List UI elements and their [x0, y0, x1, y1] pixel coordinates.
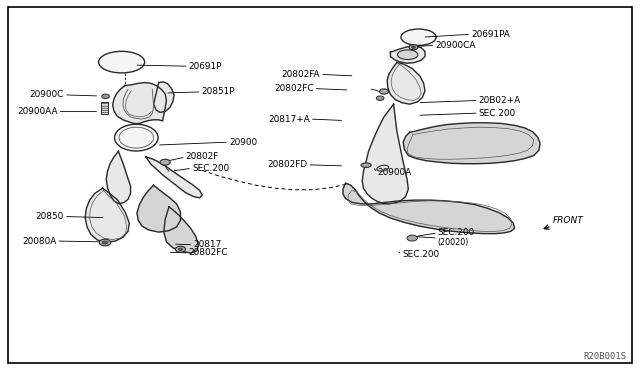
Ellipse shape	[401, 29, 436, 45]
Text: 20691P: 20691P	[189, 62, 222, 71]
Polygon shape	[154, 82, 174, 112]
Polygon shape	[113, 83, 166, 124]
Circle shape	[407, 235, 417, 241]
Ellipse shape	[361, 163, 371, 167]
Text: 20900: 20900	[229, 138, 257, 147]
Text: 20802FC: 20802FC	[189, 248, 228, 257]
Text: 20802FA: 20802FA	[282, 70, 320, 79]
Text: 20691PA: 20691PA	[471, 30, 510, 39]
Polygon shape	[137, 185, 180, 232]
Polygon shape	[164, 207, 198, 253]
Text: SEC.200: SEC.200	[192, 164, 229, 173]
Circle shape	[102, 94, 109, 99]
Polygon shape	[85, 188, 129, 243]
Text: SEC.200: SEC.200	[438, 228, 475, 237]
Text: 20850: 20850	[36, 212, 64, 221]
Text: 20851P: 20851P	[202, 87, 235, 96]
Text: 20900C: 20900C	[29, 90, 64, 99]
Text: 20900AA: 20900AA	[17, 107, 58, 116]
Circle shape	[175, 246, 186, 252]
Circle shape	[99, 239, 111, 246]
Text: SEC.200: SEC.200	[402, 250, 439, 259]
Text: 20817+A: 20817+A	[268, 115, 310, 124]
Circle shape	[160, 159, 170, 165]
Circle shape	[380, 89, 388, 94]
Circle shape	[179, 248, 182, 250]
Circle shape	[376, 96, 384, 100]
Polygon shape	[387, 62, 425, 104]
Circle shape	[102, 241, 108, 244]
Polygon shape	[343, 183, 515, 234]
Text: 20802F: 20802F	[186, 153, 219, 161]
Text: 20080A: 20080A	[22, 237, 56, 246]
Polygon shape	[106, 151, 131, 204]
Circle shape	[409, 45, 418, 50]
Text: SEC.200: SEC.200	[479, 109, 516, 118]
Ellipse shape	[397, 50, 418, 60]
Polygon shape	[403, 123, 540, 164]
Polygon shape	[146, 157, 202, 198]
Bar	[101, 102, 108, 114]
Text: 20B02+A: 20B02+A	[479, 96, 521, 105]
Polygon shape	[362, 104, 408, 204]
Text: 20802FD: 20802FD	[267, 160, 307, 169]
Text: R20B001S: R20B001S	[583, 352, 626, 361]
Text: (20020): (20020)	[438, 238, 469, 247]
Text: 20900A: 20900A	[378, 168, 412, 177]
Text: 20802FC: 20802FC	[274, 84, 314, 93]
Polygon shape	[390, 46, 425, 63]
Text: FRONT: FRONT	[553, 216, 584, 225]
Text: 20817: 20817	[193, 240, 221, 249]
Ellipse shape	[99, 51, 145, 73]
Ellipse shape	[115, 124, 158, 151]
Circle shape	[412, 46, 415, 48]
Text: 20900CA: 20900CA	[435, 41, 476, 50]
